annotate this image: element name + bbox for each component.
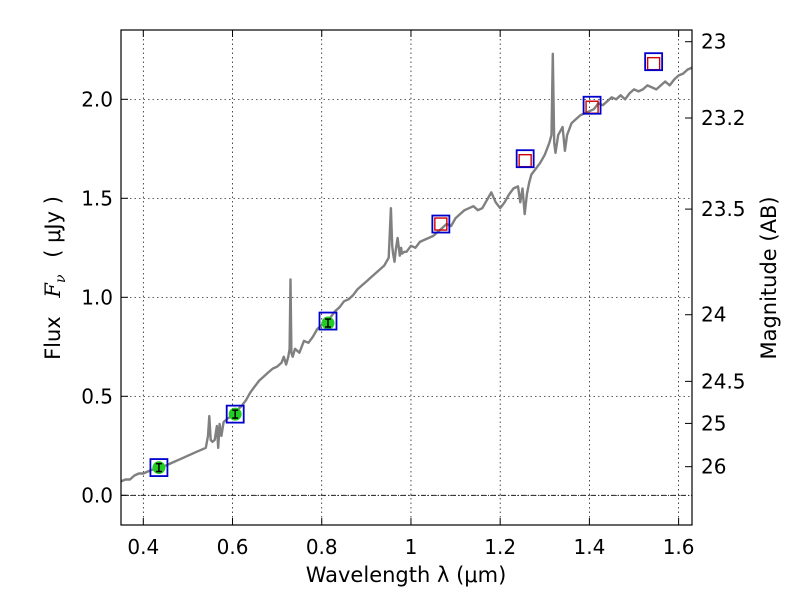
y-axis-title-symbol: F <box>41 282 65 299</box>
model-point-red <box>646 56 661 71</box>
x-tick-label: 1.4 <box>573 535 605 559</box>
plot-frame <box>120 29 693 526</box>
model-point-red <box>434 217 448 231</box>
photometry-layer <box>149 52 664 477</box>
y-axis-title-unit: ( μJy ) <box>41 196 65 258</box>
x-tick-label: 0.6 <box>217 535 249 559</box>
model-point-blue <box>515 149 535 169</box>
x-tick-label: 0.4 <box>127 535 159 559</box>
y-axis-title: Flux Fν ( μJy ) <box>41 196 70 360</box>
y-axis-title-pre: Flux <box>41 316 65 360</box>
spectrum-line <box>120 52 693 483</box>
right-tick-label: 24.5 <box>701 369 746 393</box>
model-point-red <box>518 153 532 168</box>
y-tick-label: 2.0 <box>81 87 113 111</box>
y-tick-label: 1.5 <box>81 186 113 210</box>
right-tick-label: 23 <box>701 30 726 54</box>
x-axis-ticks: 0.4 0.6 0.8 1 1.2 1.4 1.6 <box>127 30 695 559</box>
model-point-blue <box>149 458 169 477</box>
y-tick-label: 0.0 <box>81 483 113 507</box>
x-tick-label: 1.6 <box>663 535 695 559</box>
model-point-blue <box>644 52 664 72</box>
right-axis-title: Magnitude (AB) <box>757 196 781 359</box>
model-point-blue <box>582 95 602 115</box>
y-tick-label: 1.0 <box>81 285 113 309</box>
y-tick-label: 0.5 <box>81 384 113 408</box>
x-axis-title: Wavelength λ (μm) <box>306 563 507 587</box>
x-tick-label: 1 <box>405 535 418 559</box>
model-point-blue <box>318 311 338 331</box>
right-tick-label: 23.2 <box>701 106 746 130</box>
right-tick-label: 25 <box>701 411 726 435</box>
x-tick-label: 0.8 <box>306 535 338 559</box>
model-point-blue <box>431 214 451 234</box>
model-point-blue <box>225 404 245 424</box>
svg-text:Flux Fν ( μJy ): Flux Fν ( μJy ) <box>41 196 70 360</box>
y-axis-title-subscript: ν <box>53 274 69 283</box>
right-tick-label: 24 <box>701 303 726 327</box>
grid-lines <box>121 30 692 525</box>
right-tick-label: 26 <box>701 455 726 479</box>
right-tick-label: 23.5 <box>701 197 746 221</box>
spectrum-layer <box>120 52 693 483</box>
x-tick-label: 1.2 <box>484 535 516 559</box>
y-axis-ticks: 0.0 0.5 1.0 1.5 2.0 <box>81 87 128 507</box>
right-axis-ticks: 23 23.2 23.5 24 24.5 25 26 <box>685 30 746 479</box>
